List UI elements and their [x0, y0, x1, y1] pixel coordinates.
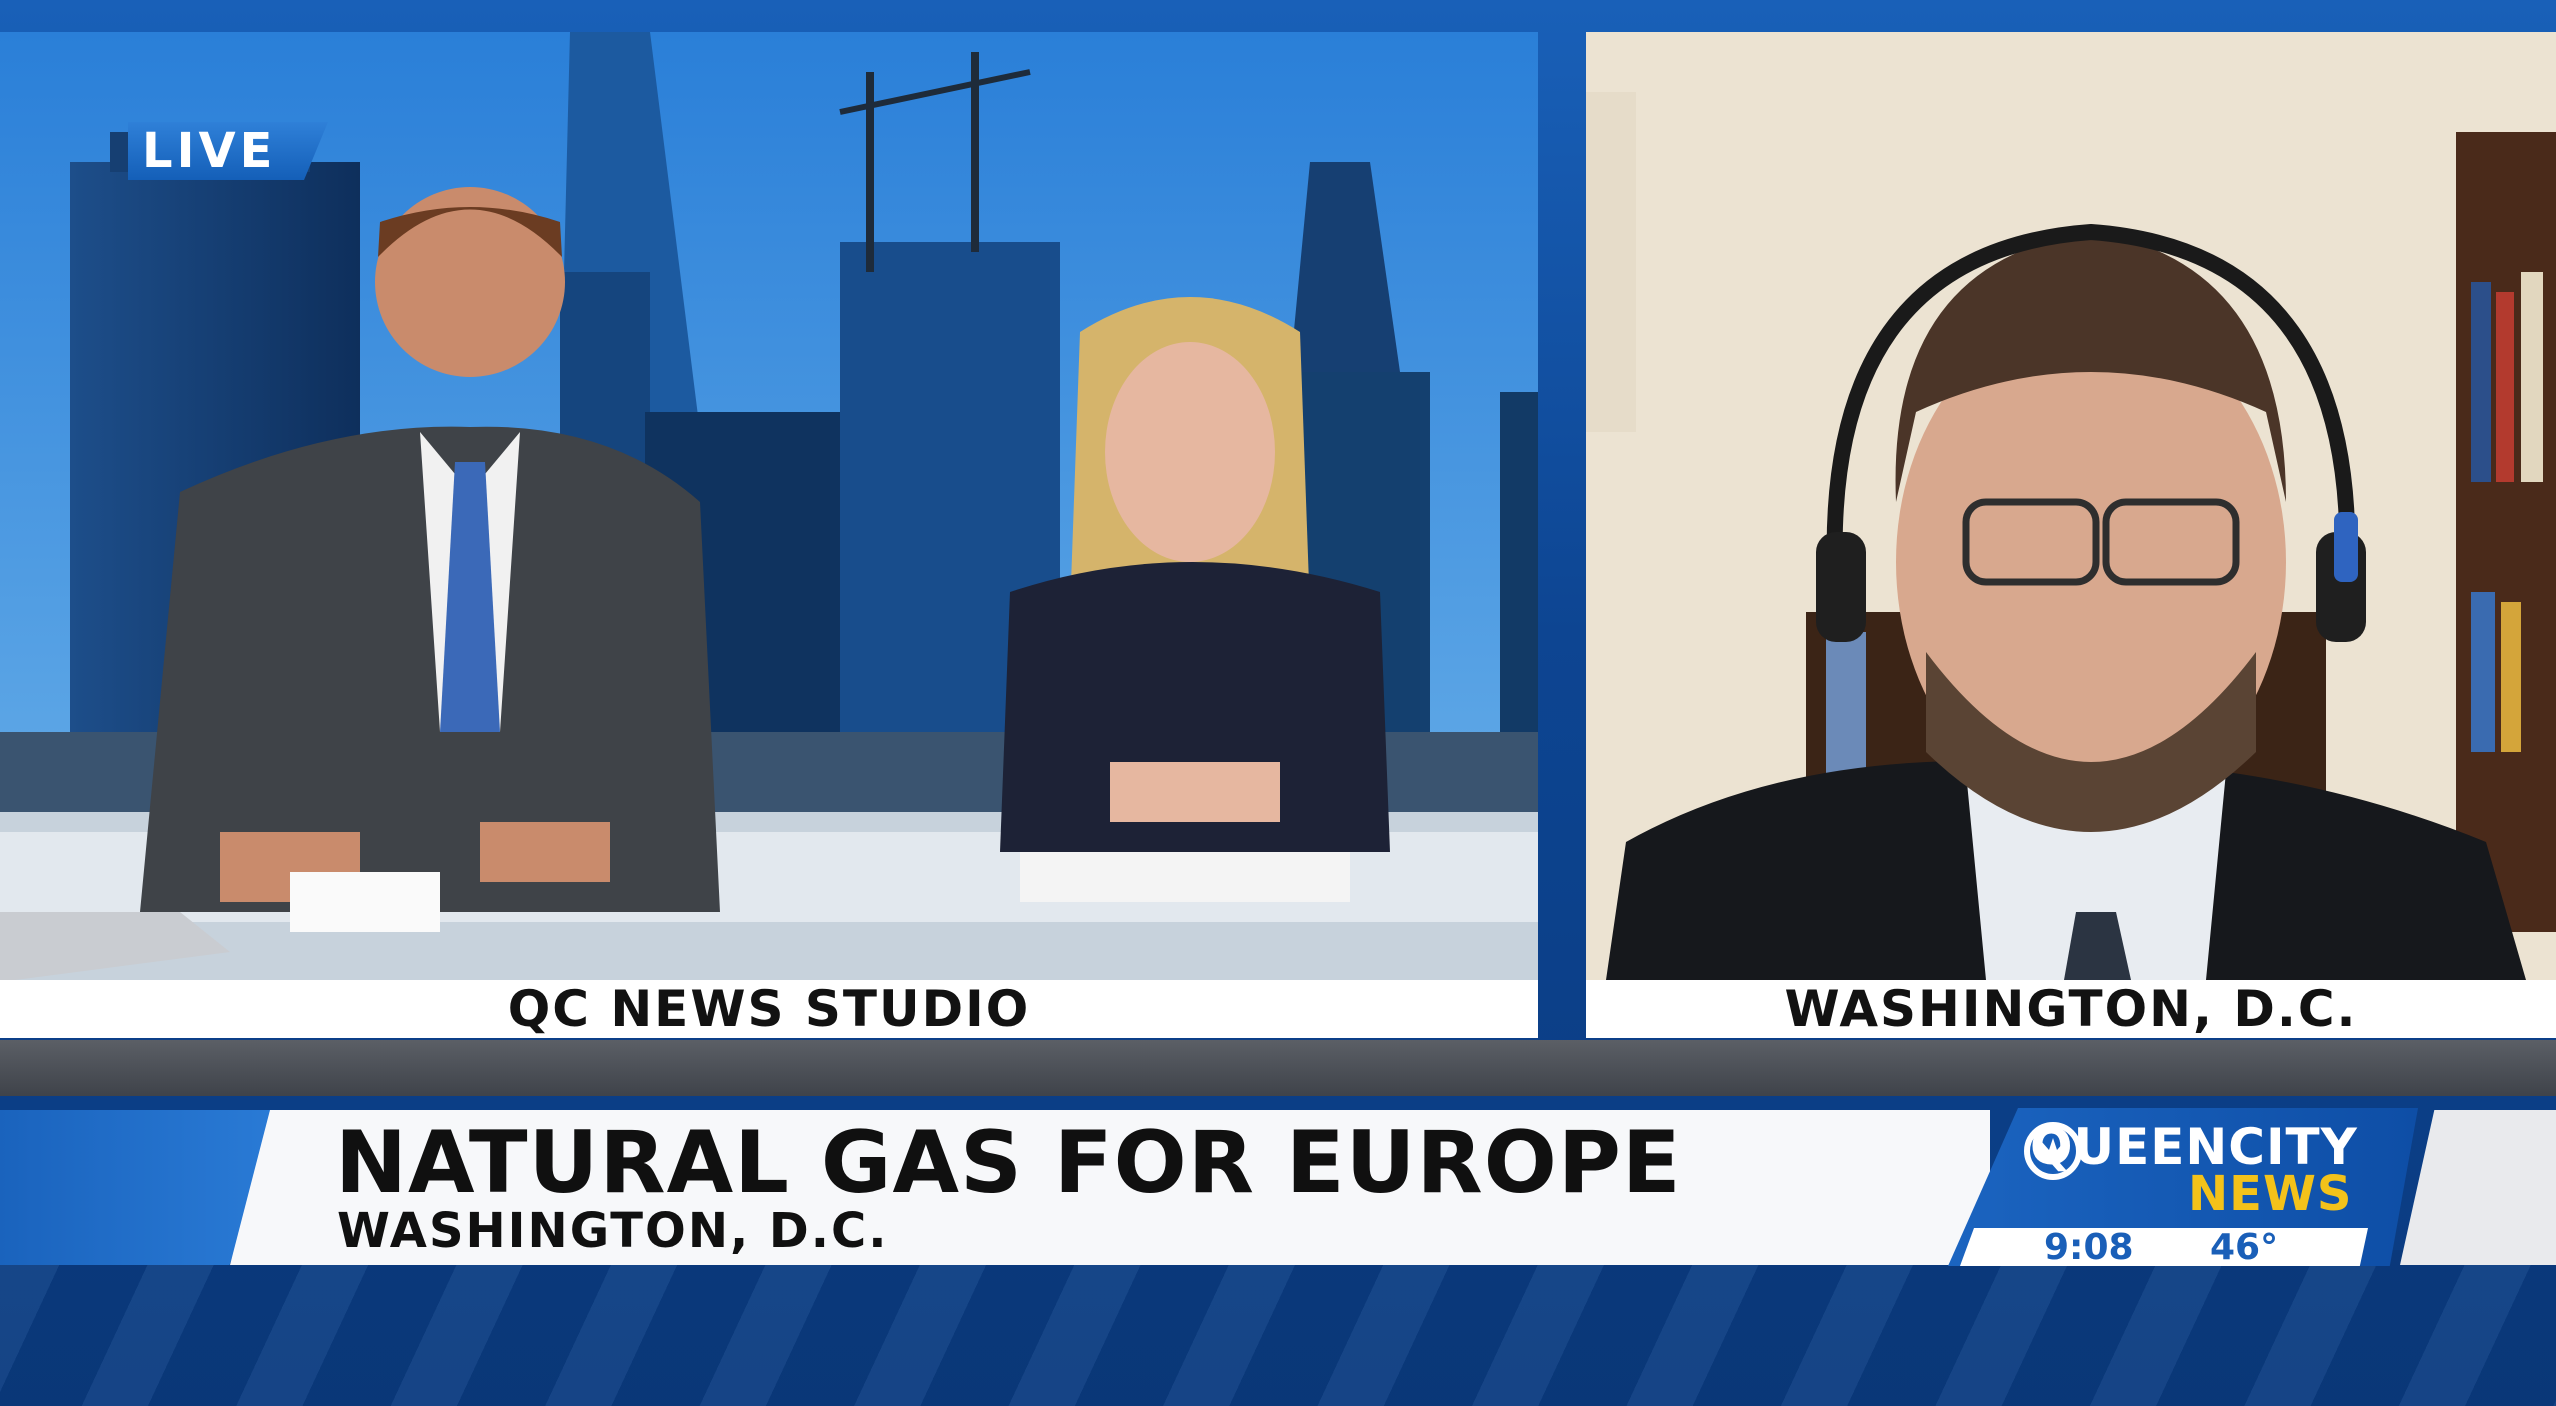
studio-location-label: QC NEWS STUDIO: [0, 980, 1538, 1038]
live-badge: LIVE: [128, 122, 328, 180]
crown-icon: [2024, 1122, 2082, 1180]
remote-scene: [1586, 32, 2556, 980]
lower-third-left-accent: [0, 1110, 280, 1265]
clock-time: 9:08: [2044, 1227, 2134, 1268]
studio-video-feed: LIVE: [0, 32, 1538, 980]
background-stripes: [0, 1250, 2556, 1406]
subline-location: WASHINGTON, D.C.: [337, 1203, 889, 1259]
logo-wordmark-news: NEWS: [2188, 1166, 2353, 1222]
temperature: 46°: [2210, 1227, 2279, 1268]
time-temp-strip: [1960, 1228, 2368, 1266]
studio-scene: [0, 32, 1538, 980]
logo-wordmark-queencity: QUEENCITY: [2030, 1118, 2358, 1176]
remote-location-label: WASHINGTON, D.C.: [1586, 980, 2556, 1038]
remote-video-feed: [1586, 32, 2556, 980]
headline-text: NATURAL GAS FOR EUROPE: [335, 1113, 1682, 1213]
lower-third-panel: [230, 1110, 1990, 1265]
separator-strip: [0, 1040, 2556, 1096]
